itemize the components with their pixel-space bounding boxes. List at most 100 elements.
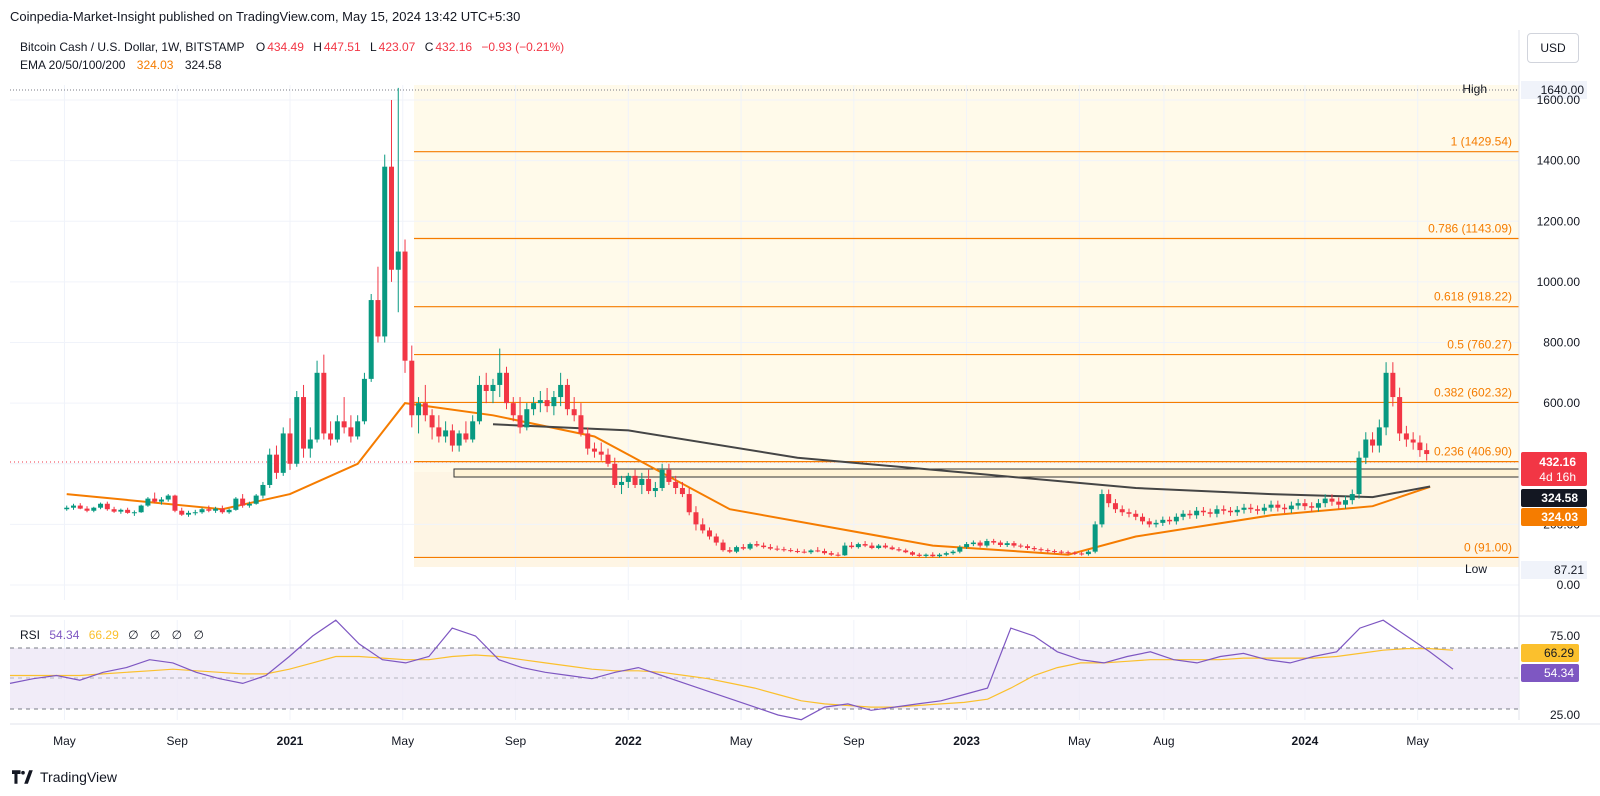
candle-body (767, 547, 773, 549)
time-tick-label: Aug (1153, 734, 1174, 748)
candle-body (794, 551, 800, 553)
candle-body (1390, 372, 1396, 398)
candle-body (612, 463, 618, 485)
rsi-tag (1521, 664, 1579, 682)
time-tick-label: 2023 (953, 734, 980, 748)
candle-body (801, 551, 807, 553)
candles (64, 87, 1430, 558)
rsi-series-line (10, 648, 1454, 708)
candle-body (131, 512, 137, 514)
rsi-ma-value: 66.29 (88, 628, 119, 642)
price-tick-label: 0.00 (1557, 578, 1581, 592)
candle-body (808, 550, 814, 553)
candle-body (355, 421, 361, 437)
candle-body (571, 409, 577, 416)
candle-body (558, 384, 564, 398)
candle-body (1126, 512, 1132, 514)
candle-body (970, 542, 976, 545)
low-label: Low (1465, 562, 1487, 576)
ema-label: EMA 20/50/100/200 (20, 58, 126, 72)
candle-body (828, 553, 834, 555)
fib-label: 1 (1429.54) (1451, 135, 1512, 149)
candle-body (375, 300, 381, 337)
candle-body (1112, 503, 1118, 510)
candle-body (490, 384, 496, 391)
time-tick-label: 2021 (277, 734, 304, 748)
candle-body (781, 549, 787, 551)
candle-body (1167, 519, 1173, 522)
symbol-name: Bitcoin Cash / U.S. Dollar, 1W, BITSTAMP (20, 40, 245, 54)
candle-body (1424, 450, 1430, 455)
candle-body (497, 372, 503, 385)
rsi-series-line (9, 619, 1454, 721)
candle-body (727, 550, 733, 552)
open-value: 434.49 (267, 40, 304, 54)
rsi-extra: ∅ ∅ ∅ ∅ (128, 628, 208, 642)
candle-body (1072, 552, 1078, 554)
last-price-tag (1521, 452, 1587, 486)
candle-body (1146, 521, 1152, 525)
time-axis[interactable]: May Sep 2021 May Sep 2022 May Sep 2023 May Aug 2024… (53, 734, 1429, 748)
candle-body (686, 494, 692, 513)
candle-body (916, 554, 922, 556)
candle-body (1079, 553, 1085, 555)
candle-body (213, 508, 219, 511)
fib-label: 0.5 (760.27) (1447, 338, 1512, 352)
candle-body (862, 544, 868, 546)
candle-body (625, 475, 631, 482)
candle-body (233, 498, 239, 510)
candle-body (1417, 442, 1423, 451)
candle-body (138, 505, 144, 513)
candle-body (341, 421, 347, 428)
candle-body (64, 507, 70, 510)
candle-body (70, 505, 76, 508)
candle-body (984, 541, 990, 546)
candle-body (1268, 504, 1274, 508)
candle-body (280, 433, 286, 473)
candle-body (77, 505, 83, 509)
candle-body (822, 551, 828, 554)
currency-button[interactable]: USD (1527, 33, 1579, 63)
candle-body (328, 433, 334, 440)
close-value: 432.16 (435, 40, 473, 54)
candle-body (219, 508, 225, 513)
candle-body (835, 554, 841, 556)
time-tick-label: May (730, 734, 753, 748)
price-tick-label: 1000.00 (1537, 275, 1581, 289)
low-price: 87.21 (1554, 563, 1584, 577)
candle-body (889, 547, 895, 550)
candle-body (1241, 507, 1247, 510)
candle-body (619, 481, 625, 485)
tradingview-brand[interactable]: TradingView (12, 769, 117, 785)
candle-body (111, 509, 117, 512)
candle-body (517, 415, 523, 428)
candle-body (158, 499, 164, 502)
candle-body (747, 544, 753, 549)
candle-body (869, 545, 875, 549)
candle-body (1052, 551, 1058, 553)
candle-body (402, 251, 408, 361)
candle-body (524, 409, 530, 428)
candle-body (1173, 516, 1179, 522)
fib-label: 0.236 (406.90) (1434, 445, 1512, 459)
candle-body (443, 430, 449, 437)
candle-body (1194, 510, 1200, 516)
publish-info: Coinpedia-Market-Insight published on Tr… (10, 9, 521, 24)
candle-body (950, 551, 956, 554)
candle-body (510, 403, 516, 416)
ema-value-dark: 324.58 (184, 58, 222, 72)
candle-body (1356, 457, 1362, 495)
ema-line (492, 423, 1431, 499)
time-tick-label: May (1406, 734, 1429, 748)
candle-body (666, 469, 672, 482)
candle-body (199, 509, 205, 513)
candle-body (436, 427, 442, 437)
candle-body (179, 510, 185, 515)
candle-body (409, 360, 415, 416)
tradingview-logo-icon (12, 770, 33, 784)
rsi-legend: RSI 54.34 66.29 ∅ ∅ ∅ ∅ (20, 628, 208, 642)
high-price: 1640.00 (1541, 83, 1585, 97)
candle-body (876, 545, 882, 549)
